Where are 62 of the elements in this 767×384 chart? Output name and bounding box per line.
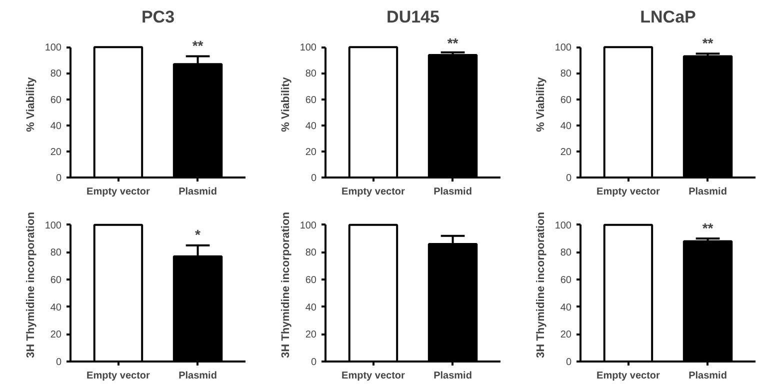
- y-tick-label: 80: [305, 248, 317, 259]
- x-tick-label: Empty vector: [86, 186, 150, 198]
- y-axis-title: % Viability: [534, 76, 547, 132]
- y-tick-label: 20: [560, 330, 572, 341]
- chart-title: DU145: [386, 8, 440, 26]
- y-axis-title: 3H Thymidine incorporation: [24, 212, 37, 358]
- y-tick-label: 60: [305, 275, 317, 286]
- x-tick-label: Plasmid: [178, 186, 217, 198]
- y-tick-label: 40: [305, 302, 317, 314]
- y-tick-label: 20: [305, 330, 317, 341]
- y-tick-label: 20: [50, 330, 62, 341]
- y-tick-label: 0: [310, 173, 317, 184]
- x-tick-label: Empty vector: [342, 370, 406, 382]
- annotation: **: [447, 35, 459, 52]
- y-tick-label: 40: [50, 120, 62, 132]
- y-tick-label: 80: [560, 68, 572, 80]
- y-axis-title: % Viability: [24, 76, 37, 132]
- y-axis-title: 3H Thymidine incorporation: [534, 212, 547, 358]
- y-tick-label: 80: [50, 248, 62, 259]
- y-tick-label: 60: [560, 94, 572, 106]
- y-tick-label: 40: [560, 120, 572, 132]
- y-tick-label: 0: [310, 357, 317, 368]
- y-tick-label: 60: [50, 275, 62, 286]
- y-tick-label: 100: [554, 220, 572, 232]
- annotation: **: [702, 35, 714, 52]
- y-tick-label: 20: [305, 146, 317, 158]
- y-tick-label: 60: [560, 275, 572, 286]
- y-tick-label: 0: [566, 357, 572, 368]
- y-tick-label: 60: [50, 94, 62, 106]
- y-tick-label: 60: [305, 94, 317, 106]
- y-tick-label: 40: [560, 302, 572, 314]
- y-tick-label: 0: [566, 173, 572, 184]
- y-tick-label: 100: [44, 220, 62, 232]
- x-tick-label: Empty vector: [86, 370, 150, 382]
- annotation: **: [702, 220, 714, 236]
- y-tick-label: 100: [300, 42, 317, 54]
- y-axis-title: % Viability: [280, 76, 292, 132]
- y-tick-label: 80: [305, 68, 317, 80]
- x-tick-label: Empty vector: [342, 186, 406, 198]
- chart-title: LNCaP: [640, 8, 696, 26]
- y-tick-label: 20: [50, 146, 62, 158]
- y-tick-label: 100: [44, 42, 62, 54]
- y-tick-label: 100: [554, 42, 572, 54]
- x-tick-label: Plasmid: [178, 370, 217, 382]
- chart-title: PC3: [141, 8, 175, 26]
- y-tick-label: 20: [560, 146, 572, 158]
- x-tick-label: Plasmid: [688, 370, 727, 382]
- x-tick-label: Empty vector: [596, 370, 660, 382]
- y-tick-label: 40: [50, 302, 62, 314]
- y-tick-label: 0: [56, 173, 62, 184]
- y-tick-label: 0: [56, 357, 62, 368]
- x-tick-label: Plasmid: [434, 370, 472, 382]
- x-tick-label: Empty vector: [596, 186, 660, 198]
- y-tick-label: 100: [300, 220, 317, 232]
- x-tick-label: Plasmid: [688, 186, 727, 198]
- annotation: *: [195, 226, 202, 243]
- y-axis-title: 3H Thymidine incorporation: [280, 212, 292, 358]
- y-tick-label: 80: [560, 248, 572, 259]
- annotation: **: [192, 38, 204, 54]
- y-tick-label: 80: [50, 68, 62, 80]
- x-tick-label: Plasmid: [434, 186, 472, 198]
- y-tick-label: 40: [305, 120, 317, 132]
